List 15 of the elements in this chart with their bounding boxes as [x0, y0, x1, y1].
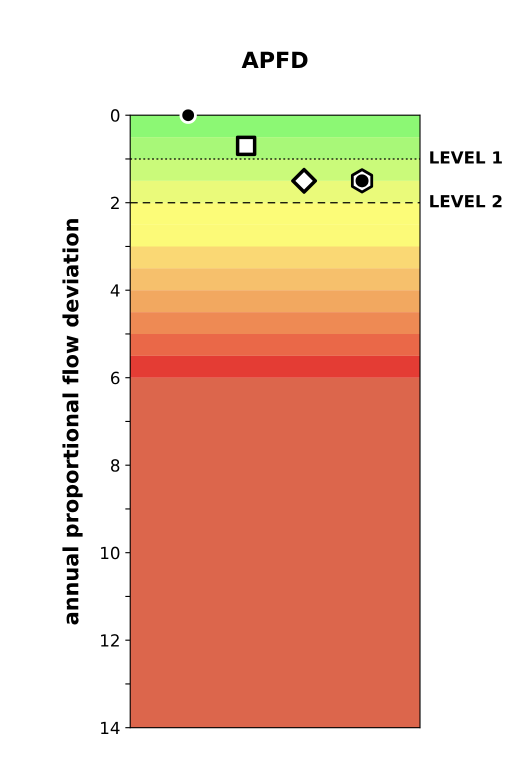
y-tick-label: 6 [111, 372, 120, 384]
y-tick-label: 10 [101, 546, 120, 560]
y-tick-label: 12 [101, 634, 119, 647]
y-tick-label: 2 [111, 196, 119, 210]
point [236, 136, 256, 156]
point [291, 168, 318, 194]
y-axis-title: annual proportional flow deviation [62, 219, 83, 624]
y-tick-label: 8 [111, 459, 120, 472]
y-tick-label: 14 [101, 722, 120, 734]
ref-line-label: LEVEL 2 [430, 194, 502, 208]
chart-title: APFD [242, 52, 308, 68]
y-tick-label: 4 [110, 284, 120, 297]
y-tick-label: 0 [110, 109, 120, 122]
ref-line-label: LEVEL 1 [430, 151, 502, 164]
point [350, 168, 374, 194]
